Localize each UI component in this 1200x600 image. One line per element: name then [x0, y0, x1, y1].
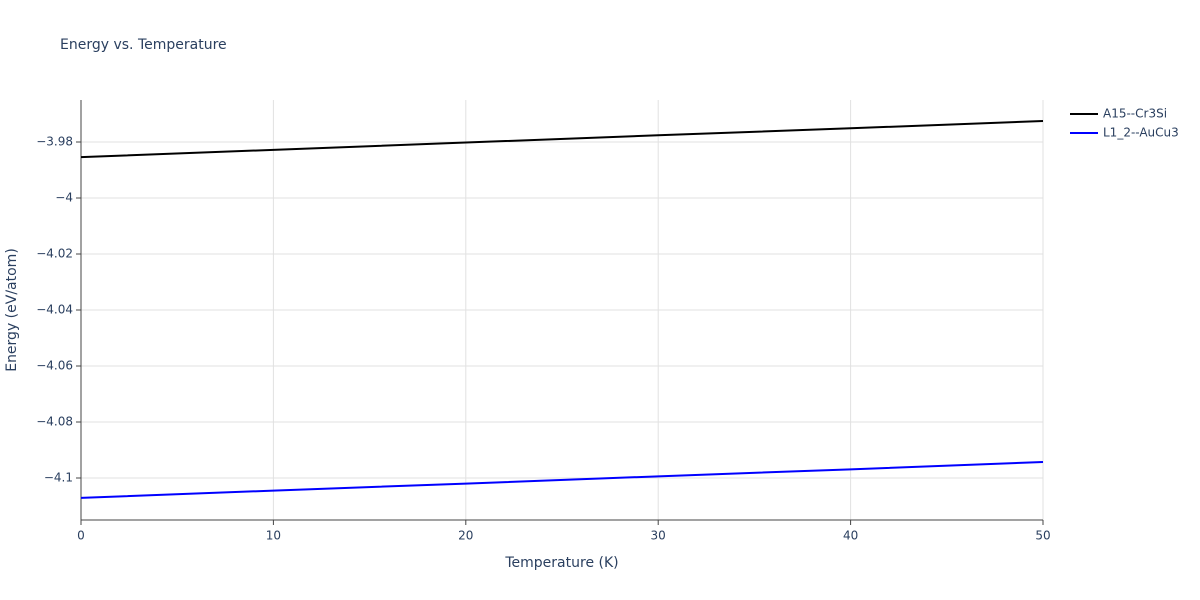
y-axis-title: Energy (eV/atom) [4, 248, 20, 372]
y-tick-label: −4.02 [36, 247, 73, 261]
legend-label: A15--Cr3Si [1103, 107, 1167, 121]
y-tick-label: −4.06 [36, 359, 73, 373]
x-tick-label: 20 [458, 529, 473, 543]
x-tick-label: 40 [843, 529, 858, 543]
y-tick-label: −4 [55, 191, 73, 205]
x-tick-label: 30 [651, 529, 666, 543]
series-line [80, 120, 1044, 159]
y-tick-label: −4.1 [44, 471, 73, 485]
chart-title: Energy vs. Temperature [60, 37, 227, 53]
x-axis-title: Temperature (K) [504, 555, 618, 571]
x-tick-label: 50 [1035, 529, 1050, 543]
x-tick-label: 10 [266, 529, 281, 543]
legend-label: L1_2--AuCu3 [1103, 126, 1179, 140]
x-tick-label: 0 [77, 529, 85, 543]
y-tick-label: −4.08 [36, 415, 73, 429]
y-tick-label: −3.98 [36, 135, 73, 149]
y-tick-label: −4.04 [36, 303, 73, 317]
series-line [80, 461, 1044, 499]
